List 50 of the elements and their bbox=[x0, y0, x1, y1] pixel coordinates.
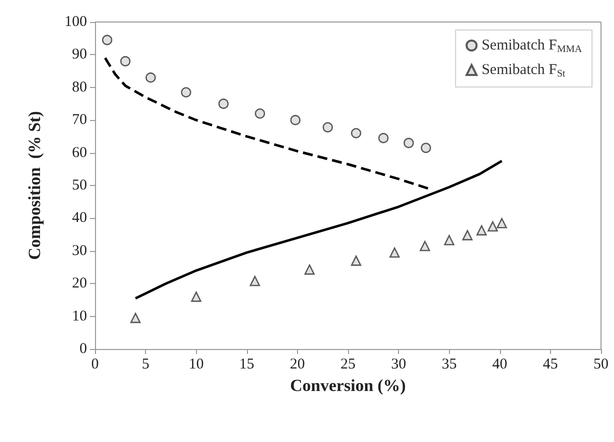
point bbox=[322, 122, 333, 132]
point bbox=[304, 264, 315, 275]
x-tick-label: 45 bbox=[542, 356, 558, 372]
x-tick-label: 30 bbox=[391, 356, 406, 372]
x-tick-label: 25 bbox=[340, 356, 356, 372]
x-tick-label: 15 bbox=[239, 356, 254, 372]
point bbox=[218, 98, 229, 109]
y-tick-label: 40 bbox=[72, 210, 87, 226]
y-tick-label: 90 bbox=[72, 46, 87, 63]
point bbox=[102, 34, 112, 46]
y-tick-label: 0 bbox=[80, 341, 87, 357]
line-series bbox=[134, 160, 504, 300]
y-tick-label: 70 bbox=[72, 112, 87, 128]
point bbox=[130, 312, 141, 324]
x-tick-label: 35 bbox=[442, 356, 457, 372]
point bbox=[180, 87, 192, 98]
point bbox=[404, 138, 414, 148]
y-tick-label: 30 bbox=[72, 242, 87, 259]
x-axis-title: Conversion (%) bbox=[290, 376, 406, 395]
x-tick-label: 10 bbox=[188, 356, 204, 372]
x-tick-label: 50 bbox=[594, 356, 608, 372]
y-tick-label: 10 bbox=[72, 308, 87, 324]
point bbox=[476, 225, 487, 236]
y-tick-label: 100 bbox=[64, 14, 87, 30]
x-tick-label: 20 bbox=[290, 356, 305, 372]
point bbox=[389, 247, 400, 258]
x-tick-label: 40 bbox=[492, 356, 508, 372]
point bbox=[146, 72, 156, 83]
point bbox=[191, 292, 202, 302]
point bbox=[496, 218, 507, 228]
point bbox=[420, 142, 432, 154]
point bbox=[444, 234, 454, 246]
point bbox=[462, 230, 473, 240]
point bbox=[350, 128, 362, 138]
x-tick-label: 5 bbox=[142, 356, 150, 372]
point bbox=[290, 114, 301, 126]
point bbox=[120, 56, 131, 66]
y-tick-label: 80 bbox=[72, 79, 87, 96]
y-tick-label: 60 bbox=[72, 144, 87, 161]
x-tick-label: 0 bbox=[91, 356, 99, 372]
point bbox=[488, 221, 498, 232]
y-tick-label: 50 bbox=[72, 178, 87, 194]
y-axis-title: Composition (% St) bbox=[25, 111, 44, 260]
point bbox=[420, 240, 430, 252]
line-series bbox=[104, 56, 430, 190]
point bbox=[378, 132, 389, 144]
y-tick-label: 20 bbox=[72, 276, 87, 292]
point bbox=[350, 256, 362, 266]
point bbox=[254, 108, 266, 119]
point bbox=[250, 276, 260, 286]
